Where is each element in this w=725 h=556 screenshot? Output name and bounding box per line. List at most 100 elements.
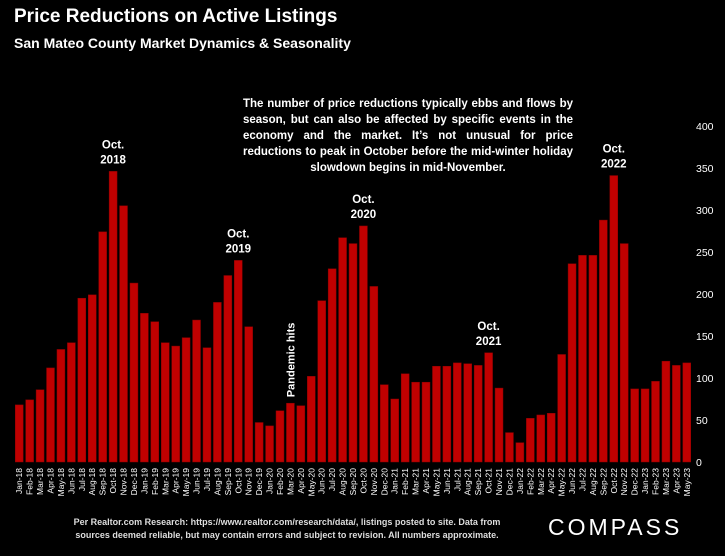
annotation-label: Oct. bbox=[603, 144, 625, 156]
bar-Nov-20 bbox=[369, 286, 379, 463]
x-tick-label: Jan-19 bbox=[139, 468, 149, 494]
x-tick-label: Jul-21 bbox=[452, 468, 462, 491]
bar-Jan-21 bbox=[390, 398, 399, 463]
bar-May-23 bbox=[682, 362, 692, 463]
footnote-line-1: Per Realtor.com Research: https://www.re… bbox=[73, 517, 501, 527]
bar-Oct-21 bbox=[484, 352, 493, 463]
bar-Jan-20 bbox=[265, 425, 274, 463]
bar-Mar-23 bbox=[661, 360, 671, 463]
bar-Feb-19 bbox=[150, 321, 160, 463]
compass-logo: COMPASS bbox=[548, 514, 683, 540]
bar-Feb-21 bbox=[400, 373, 410, 463]
bar-Mar-22 bbox=[536, 414, 545, 463]
bar-Feb-20 bbox=[275, 410, 285, 463]
bar-May-21 bbox=[432, 365, 441, 463]
x-tick-label: May-20 bbox=[306, 468, 316, 497]
annotation-label: 2022 bbox=[601, 159, 627, 171]
x-tick-label: Nov-21 bbox=[494, 468, 504, 496]
chart-subtitle: San Mateo County Market Dynamics & Seaso… bbox=[14, 35, 351, 51]
footnote-line-2: sources deemed reliable, but may contain… bbox=[75, 530, 499, 540]
bar-Aug-18 bbox=[88, 294, 97, 463]
x-tick-label: Oct-18 bbox=[108, 468, 118, 494]
x-tick-label: Feb-20 bbox=[275, 468, 285, 495]
x-tick-label: Oct-20 bbox=[358, 468, 368, 494]
bar-Jan-18 bbox=[15, 404, 24, 463]
bar-Jan-22 bbox=[515, 442, 525, 463]
x-tick-label: Jan-23 bbox=[640, 468, 650, 494]
bar-Dec-20 bbox=[380, 384, 389, 463]
x-tick-label: Jun-19 bbox=[192, 468, 202, 494]
x-tick-label: Aug-21 bbox=[463, 468, 473, 496]
x-tick-label: Nov-22 bbox=[619, 468, 629, 496]
x-tick-label: Feb-18 bbox=[25, 468, 35, 495]
y-tick-label: 350 bbox=[696, 163, 714, 175]
x-tick-label: May-22 bbox=[557, 468, 567, 497]
bar-Aug-22 bbox=[588, 255, 598, 463]
x-tick-label: Sep-22 bbox=[598, 468, 608, 496]
annotation-label: Pandemic hits bbox=[285, 323, 297, 398]
bar-Nov-18 bbox=[119, 205, 128, 463]
bar-Feb-22 bbox=[526, 418, 535, 463]
bar-Oct-19 bbox=[234, 260, 243, 463]
x-tick-label: Apr-18 bbox=[46, 468, 56, 494]
bar-Dec-18 bbox=[129, 282, 139, 463]
bar-May-22 bbox=[557, 354, 566, 463]
x-tick-label: Jun-21 bbox=[442, 468, 452, 494]
y-tick-label: 200 bbox=[696, 289, 714, 301]
y-tick-label: 150 bbox=[696, 331, 714, 343]
annotation-label: Oct. bbox=[477, 321, 499, 333]
bar-Sep-22 bbox=[599, 219, 608, 463]
bar-Feb-23 bbox=[651, 381, 660, 463]
bar-Aug-19 bbox=[213, 302, 222, 463]
bar-Apr-20 bbox=[296, 405, 306, 463]
x-tick-label: Aug-20 bbox=[338, 468, 348, 496]
annotation-label: 2020 bbox=[351, 209, 377, 221]
bar-Oct-20 bbox=[359, 225, 368, 463]
bar-May-20 bbox=[307, 376, 316, 463]
x-tick-label: Aug-22 bbox=[588, 468, 598, 496]
bar-Aug-20 bbox=[338, 237, 347, 463]
bar-Sep-20 bbox=[348, 243, 358, 463]
bar-Apr-23 bbox=[672, 365, 681, 463]
bar-Nov-19 bbox=[244, 326, 253, 463]
x-tick-label: Apr-21 bbox=[421, 468, 431, 494]
x-tick-label: Jan-22 bbox=[515, 468, 525, 494]
x-tick-label: Oct-21 bbox=[484, 468, 494, 494]
x-tick-label: Nov-20 bbox=[369, 468, 379, 496]
y-tick-label: 100 bbox=[696, 373, 714, 385]
x-tick-label: Mar-20 bbox=[285, 468, 295, 495]
x-tick-label: Dec-22 bbox=[630, 468, 640, 496]
x-tick-label: Dec-20 bbox=[379, 468, 389, 496]
chart-note: The number of price reductions typically… bbox=[243, 98, 573, 174]
chart-panel: 0 50 100 150 200 250 300 350 400 Jan-18 Feb-18 Mar-… bbox=[6, 62, 719, 508]
x-tick-label: Feb-21 bbox=[400, 468, 410, 495]
x-tick-label: May-23 bbox=[682, 468, 692, 497]
x-tick-label: Mar-23 bbox=[661, 468, 671, 495]
bar-Dec-22 bbox=[630, 388, 639, 463]
annotation-label: 2021 bbox=[476, 336, 502, 348]
x-tick-label: Aug-19 bbox=[212, 468, 222, 496]
bar-Jan-19 bbox=[140, 313, 149, 463]
x-tick-label: Oct-22 bbox=[609, 468, 619, 494]
bar-Nov-21 bbox=[494, 387, 504, 463]
x-tick-label: Jun-18 bbox=[66, 468, 76, 494]
x-tick-label: Sep-19 bbox=[223, 468, 233, 496]
bar-Mar-20 bbox=[286, 402, 295, 463]
source-footnote: Per Realtor.com Research: https://www.re… bbox=[52, 516, 522, 542]
x-tick-label: Mar-22 bbox=[536, 468, 546, 495]
x-tick-label: Apr-19 bbox=[171, 468, 181, 494]
bar-Dec-19 bbox=[254, 422, 264, 463]
bar-Sep-19 bbox=[223, 275, 233, 463]
bar-Jun-22 bbox=[567, 263, 577, 463]
x-tick-label: Oct-19 bbox=[233, 468, 243, 494]
x-tick-label: May-18 bbox=[56, 468, 66, 497]
bar-Apr-18 bbox=[46, 367, 55, 463]
bar-Dec-21 bbox=[505, 432, 514, 463]
bar-Jan-23 bbox=[640, 388, 650, 463]
bar-Aug-21 bbox=[463, 363, 472, 463]
annotation-label: 2019 bbox=[225, 243, 251, 255]
y-tick-label: 0 bbox=[696, 457, 702, 469]
x-tick-label: Feb-23 bbox=[650, 468, 660, 495]
x-tick-label: Sep-18 bbox=[98, 468, 108, 496]
